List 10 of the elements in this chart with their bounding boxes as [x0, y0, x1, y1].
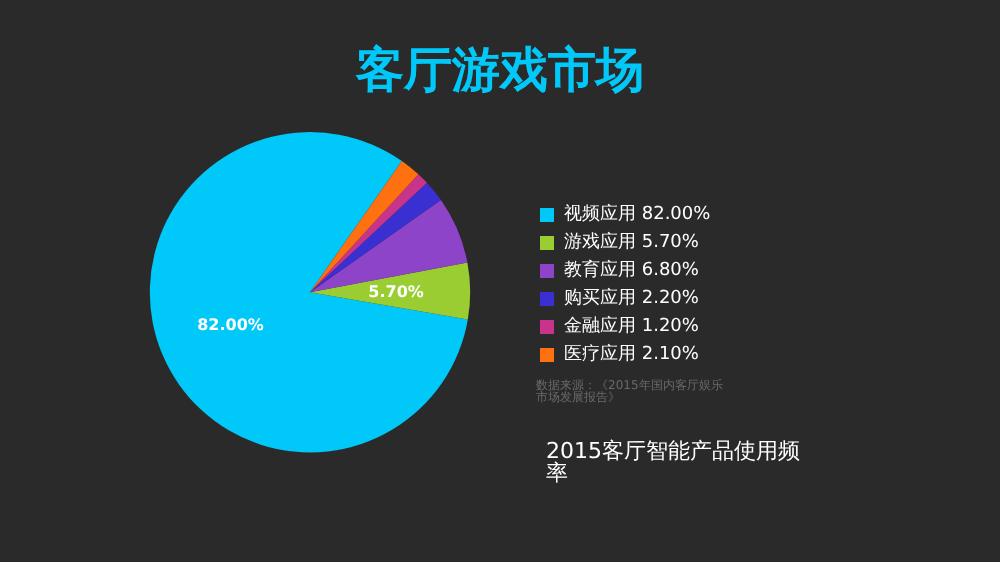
text: 2015客厅智能产品使用频率	[546, 438, 800, 486]
legend-label: 购买应用 2.20%	[564, 287, 700, 309]
legend-label: 视频应用 82.00%	[564, 203, 712, 225]
data-label: 5.70%	[368, 282, 424, 301]
chart-title: 客厅游戏市场	[354, 42, 644, 98]
legend-label: 教育应用 6.80%	[564, 259, 700, 281]
legend-label: 游戏应用 5.70%	[564, 231, 700, 253]
data-label: 82.00%	[197, 316, 264, 335]
legend-label: 金融应用 1.20%	[564, 315, 700, 337]
legend-label: 医疗应用 2.10%	[564, 343, 700, 365]
